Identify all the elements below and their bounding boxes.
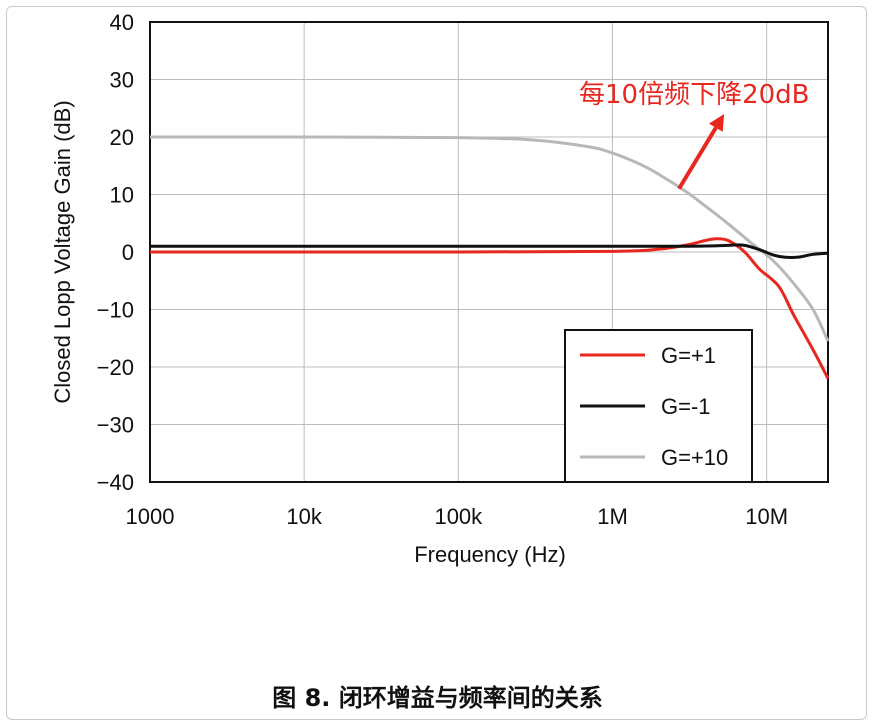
y-tick-label: −30 — [97, 413, 134, 438]
series-line-G=-1 — [150, 243, 829, 259]
y-tick-label: −20 — [97, 355, 134, 380]
annotation-arrow — [677, 126, 718, 190]
series-line-G=+10 — [149, 135, 830, 342]
x-tick-label: 1000 — [126, 504, 175, 529]
slope-annotation: 每10倍频下降20dB — [579, 80, 810, 190]
x-tick-labels: 1000 10k 100k 1M 10M — [126, 504, 789, 529]
figure-caption: 图 8. 闭环增益与频率间的关系 — [272, 684, 603, 712]
legend-label: G=+1 — [661, 343, 716, 368]
x-tick-label: 100k — [434, 504, 483, 529]
y-tick-label: 40 — [110, 10, 134, 35]
annotation-text: 每10倍频下降20dB — [579, 80, 810, 110]
y-tick-label: −10 — [97, 298, 134, 323]
x-axis-label: Frequency (Hz) — [414, 542, 566, 567]
series-line-G=+1 — [149, 237, 830, 380]
closed-loop-gain-chart: 40 30 20 10 0 −10 −20 −30 −40 1000 10k 100k 1M 10M C… — [50, 10, 830, 567]
y-tick-label: 20 — [110, 125, 134, 150]
annotation-arrowhead — [709, 114, 725, 132]
legend-label: G=-1 — [661, 394, 711, 419]
y-tick-label: 10 — [110, 183, 134, 208]
y-axis-label: Closed Lopp Voltage Gain (dB) — [50, 100, 75, 403]
y-tick-label: 30 — [110, 68, 134, 93]
y-tick-labels: 40 30 20 10 0 −10 −20 −30 −40 — [97, 10, 134, 495]
y-tick-label: −40 — [97, 470, 134, 495]
x-tick-label: 10M — [745, 504, 788, 529]
legend: G=+1 G=-1 G=+10 — [564, 329, 753, 483]
x-tick-label: 1M — [597, 504, 628, 529]
series-layer — [149, 135, 830, 380]
y-tick-label: 0 — [122, 240, 134, 265]
legend-label: G=+10 — [661, 445, 728, 470]
x-tick-label: 10k — [286, 504, 322, 529]
